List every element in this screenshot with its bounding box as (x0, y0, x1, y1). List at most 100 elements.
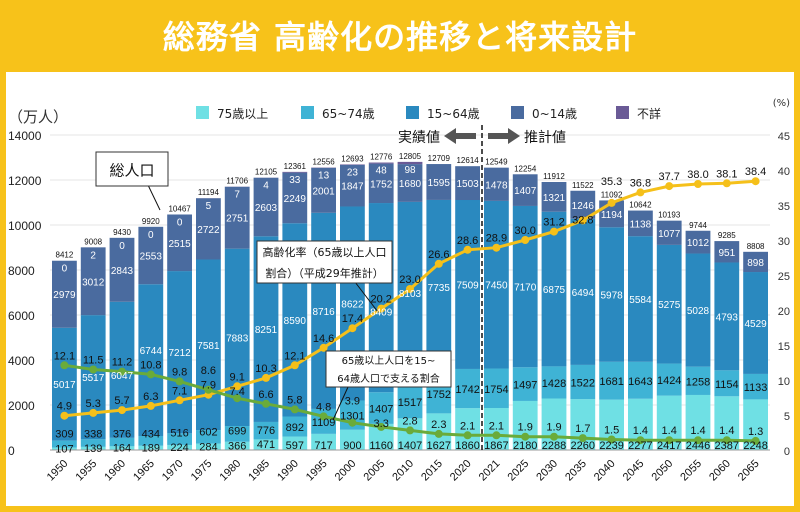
data-label: 1109 (312, 417, 336, 429)
data-label: 5584 (629, 295, 652, 306)
legend-label: 15~64歳 (427, 107, 480, 121)
line-value-label: 11.2 (112, 357, 133, 369)
bar-segment (656, 244, 682, 364)
data-label: 7212 (168, 348, 191, 359)
line-point (146, 370, 155, 379)
line-value-label: 10.3 (255, 363, 276, 375)
bar-segment (138, 226, 164, 285)
x-tick-label: 2020 (448, 458, 474, 484)
data-label: 164 (113, 443, 131, 455)
data-label: 6744 (140, 346, 163, 357)
callout-line (354, 281, 379, 313)
bar-segment (224, 186, 250, 249)
data-label: 597 (286, 440, 304, 452)
line-value-label: 9.8 (172, 366, 187, 378)
data-label: 5028 (687, 306, 710, 317)
y2-tick-label: 25 (778, 271, 790, 283)
total-label: 10642 (629, 201, 652, 210)
estimate-label: 推計値 (524, 130, 566, 146)
data-label: 776 (257, 425, 275, 437)
data-label: 1258 (686, 376, 710, 388)
line-point (722, 436, 731, 445)
bar-segment (80, 247, 106, 316)
line-value-label: 11.5 (83, 355, 104, 367)
legend-swatch (616, 106, 629, 119)
bar-segment (685, 366, 711, 395)
arrow-right-icon (488, 128, 520, 144)
x-tick-label: 2035 (563, 458, 589, 484)
line-point (262, 399, 270, 408)
bar-segment (685, 253, 711, 367)
line-point (636, 188, 645, 197)
bar-segment (109, 437, 135, 447)
data-label: 1503 (456, 179, 479, 190)
line-point (665, 436, 674, 445)
data-label: 1742 (455, 384, 479, 396)
line-value-label: 1.5 (604, 425, 619, 437)
data-label: 7 (234, 190, 240, 201)
data-label: 2722 (197, 225, 220, 236)
data-label: 1154 (715, 379, 739, 391)
x-tick-label: 2015 (419, 458, 445, 484)
bar-segment (743, 251, 768, 273)
data-label: 2249 (284, 194, 307, 205)
bar-segment (253, 177, 279, 237)
data-label: 1428 (542, 378, 566, 390)
data-label: 8409 (370, 308, 393, 319)
bar-segment (541, 398, 567, 450)
bar-segment (397, 161, 423, 165)
x-tick-label: 2025 (506, 458, 532, 484)
y2-tick-label: 15 (778, 341, 790, 353)
x-tick-label: 1950 (45, 458, 71, 484)
total-label: 12805 (399, 152, 422, 161)
data-label: 2248 (743, 440, 767, 452)
data-label: 2239 (599, 440, 623, 452)
line-value-label: 4.8 (316, 401, 331, 413)
line-value-label: 26.6 (428, 249, 449, 261)
bar-segment (628, 361, 653, 399)
total-label: 8412 (56, 251, 74, 260)
total-label: 11194 (198, 188, 220, 197)
line-value-label: 1.4 (690, 425, 705, 437)
data-label: 5275 (658, 300, 681, 311)
line-value-label: 7.4 (230, 386, 245, 398)
bar-segment (167, 214, 192, 272)
y2-tick-label: 5 (784, 411, 790, 423)
x-tick-label: 1985 (246, 458, 272, 484)
data-label: 189 (142, 442, 160, 454)
data-label: 1517 (398, 397, 422, 409)
x-tick-label: 2040 (592, 458, 618, 484)
data-label: 900 (343, 440, 361, 452)
data-label: 1077 (658, 229, 681, 240)
line-value-label: 7.9 (201, 380, 216, 392)
y2-axis-label: (%) (773, 98, 790, 109)
line-point (463, 245, 472, 254)
bar-segment (455, 408, 480, 450)
line-point (722, 179, 731, 188)
bar-segment (282, 172, 308, 224)
data-label: 2 (90, 250, 96, 261)
total-label: 12105 (255, 168, 278, 177)
y-tick-label: 0 (8, 444, 15, 458)
arrow-left-icon (444, 128, 476, 144)
bar-segment (138, 445, 164, 450)
data-label: 48 (376, 166, 388, 177)
x-tick-label: 1955 (74, 458, 100, 484)
total-label: 11912 (543, 172, 565, 181)
data-label: 1138 (630, 219, 652, 230)
bar-segment (80, 446, 106, 450)
line-point (60, 411, 69, 420)
bar-segment (196, 198, 221, 260)
x-tick-label: 2065 (736, 458, 762, 484)
data-label: 1407 (369, 404, 393, 416)
bar-segment (109, 446, 135, 450)
total-label: 11522 (572, 181, 594, 190)
line-point (233, 394, 242, 403)
line-value-label: 5.8 (287, 394, 302, 406)
data-label: 1012 (687, 238, 710, 249)
y-tick-label: 10000 (8, 219, 42, 233)
data-label: 1194 (601, 210, 623, 221)
aging-callout-text: 高齢化率（65歳以上人口 (263, 245, 387, 259)
legend-label: 65~74歳 (322, 107, 375, 121)
total-label: 12254 (514, 164, 537, 173)
